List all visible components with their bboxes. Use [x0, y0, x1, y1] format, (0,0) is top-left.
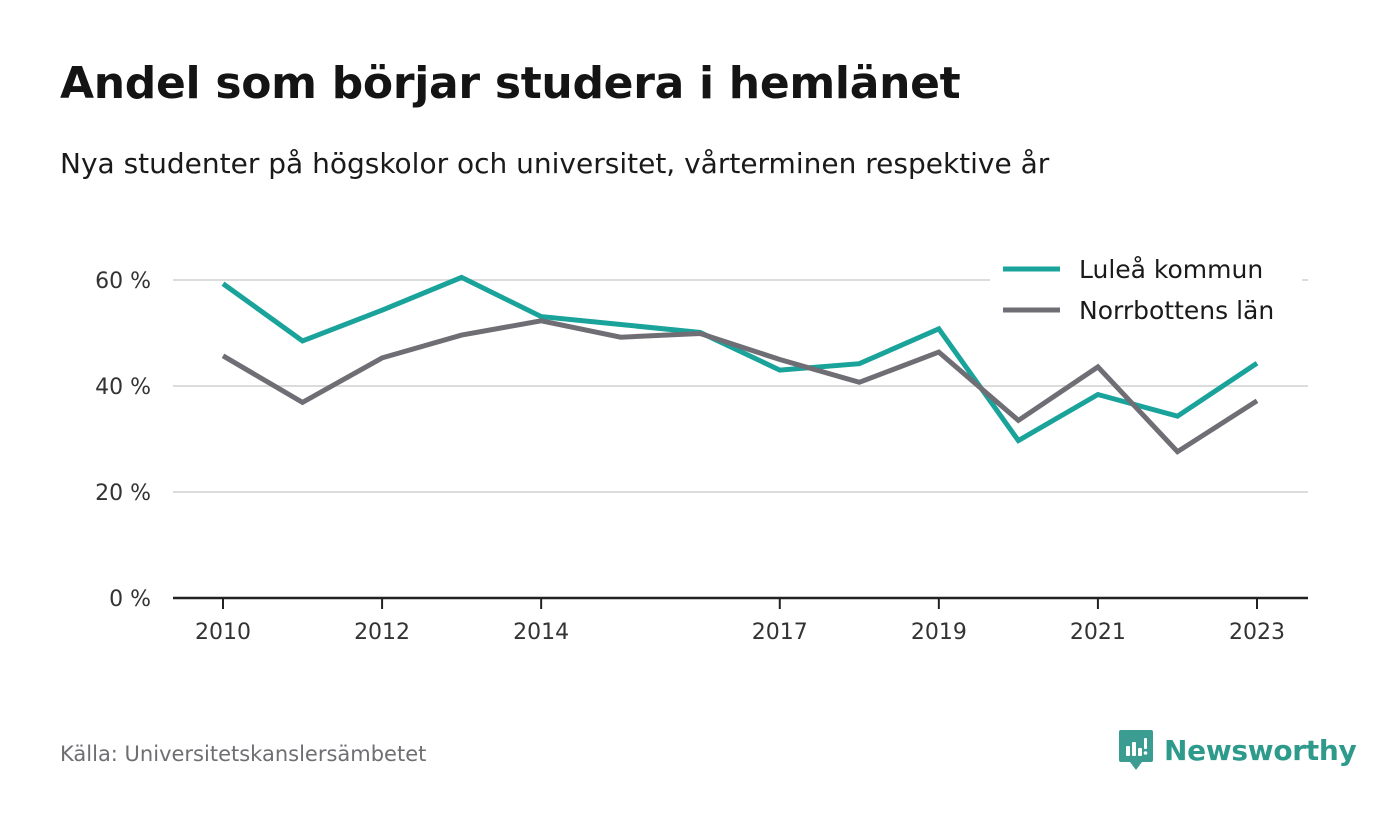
y-tick-label: 40 % [95, 375, 151, 400]
y-tick-label: 20 % [95, 481, 151, 506]
legend-label: Luleå kommun [1079, 255, 1263, 284]
series-line-lulea-kommun [221, 274, 1259, 444]
legend-label: Norrbottens län [1079, 296, 1274, 325]
legend: Luleå kommun Norrbottens län [990, 246, 1302, 338]
x-tick-label: 2014 [513, 620, 569, 645]
x-tick-label: 2012 [354, 620, 410, 645]
x-tick-label: 2010 [195, 620, 251, 645]
x-tick-label: 2017 [752, 620, 808, 645]
source-note: Källa: Universitetskanslersämbetet [60, 742, 427, 766]
axes: 0 % 20 % 40 % 60 % 2010 2012 2014 2017 2019 2021 2… [95, 269, 1308, 645]
brand-logo: Newsworthy [1118, 728, 1357, 772]
legend-background [990, 246, 1302, 338]
newsworthy-logo-icon [1119, 730, 1153, 770]
series-lines [221, 274, 1259, 455]
x-tick-label: 2021 [1070, 620, 1126, 645]
brand-name: Newsworthy [1164, 733, 1357, 767]
chart-title: Andel som börjar studera i hemlänet [60, 58, 961, 109]
chart-subtitle: Nya studenter på högskolor och universit… [60, 147, 1050, 180]
y-tick-label: 60 % [95, 269, 151, 294]
x-tick-label: 2023 [1229, 620, 1285, 645]
series-line-norrbottens-lan [221, 318, 1259, 455]
x-tick-label: 2019 [911, 620, 967, 645]
y-tick-label: 0 % [109, 587, 151, 612]
